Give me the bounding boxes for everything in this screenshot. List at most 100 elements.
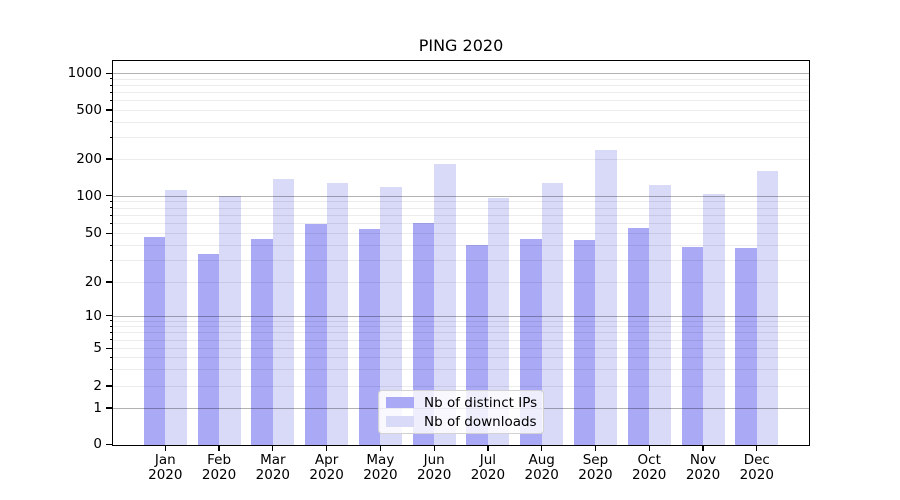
x-axis-tick-label: Mar 2020: [243, 453, 303, 483]
gridline-minor: [113, 92, 809, 94]
gridline-minor: [113, 260, 809, 262]
x-axis-tick: [541, 445, 543, 451]
y-axis-minor-tick: [109, 232, 113, 234]
y-axis-minor-tick: [109, 109, 113, 111]
gridline-minor: [113, 326, 809, 328]
gridline-minor: [113, 348, 809, 350]
y-axis-minor-tick: [109, 339, 113, 341]
x-axis-tick: [218, 445, 220, 451]
x-axis-tick-label-line: Jun: [423, 452, 445, 468]
legend-row-downloads: Nb of downloads: [386, 413, 537, 430]
y-axis-minor-tick: [109, 347, 113, 349]
x-axis-tick-label-line: 2020: [470, 467, 506, 483]
gridline-minor: [113, 110, 809, 111]
y-axis-minor-tick: [109, 207, 113, 209]
y-axis-tick-label: 100: [76, 187, 102, 204]
gridline-major: [113, 73, 809, 75]
y-axis-tick-label: 1: [93, 400, 102, 416]
bar-downloads: [380, 187, 402, 445]
x-axis-tick: [702, 445, 704, 451]
x-axis-tick-label: Nov 2020: [673, 453, 733, 483]
legend-swatch-distinct-ips: [386, 397, 414, 408]
gridline-minor: [113, 357, 809, 359]
x-axis-tick: [648, 445, 650, 451]
y-axis-minor-tick: [109, 99, 113, 101]
y-axis-minor-tick: [109, 78, 113, 80]
x-axis-tick-label-line: Jul: [479, 452, 497, 468]
x-axis-tick-label: Aug 2020: [512, 453, 572, 483]
gridline-minor: [113, 159, 809, 160]
x-axis-tick-label-line: Sep: [582, 452, 609, 468]
gridline-minor: [113, 233, 809, 235]
bar-distinct-ips: [735, 247, 757, 445]
y-axis-minor-tick: [109, 91, 113, 93]
y-axis-tick-label: 5: [93, 340, 102, 357]
gridline-minor: [113, 100, 809, 102]
bar-downloads: [326, 182, 349, 445]
y-axis-tick: [106, 315, 113, 317]
x-axis-tick-label-line: Aug: [528, 452, 555, 468]
x-axis-tick-label-line: Jan: [154, 452, 176, 468]
x-axis-tick-label-line: Nov: [689, 452, 717, 468]
y-axis-minor-tick: [109, 244, 113, 246]
x-axis-tick-label: Dec 2020: [727, 453, 787, 483]
x-axis-tick-label-line: Oct: [637, 452, 661, 468]
gridline-minor: [113, 339, 809, 341]
y-axis-minor-tick: [109, 356, 113, 358]
x-axis-tick-label-line: 2020: [632, 467, 667, 483]
x-axis-tick: [379, 445, 381, 451]
bar-distinct-ips: [251, 238, 273, 445]
y-axis-tick: [106, 443, 113, 445]
bar-distinct-ips: [627, 228, 650, 445]
y-axis-tick: [106, 72, 113, 74]
bar-downloads: [434, 163, 456, 445]
bar-downloads: [595, 149, 617, 445]
y-axis-minor-tick: [109, 121, 113, 123]
bar-distinct-ips: [143, 236, 166, 445]
gridline-minor: [113, 121, 809, 123]
bar-distinct-ips: [412, 223, 435, 445]
bar-distinct-ips: [305, 224, 327, 445]
gridline-minor: [113, 201, 809, 203]
bar-downloads: [756, 170, 779, 445]
bar-distinct-ips: [573, 240, 596, 445]
x-axis-tick-label: Sep 2020: [565, 453, 625, 483]
y-axis-minor-tick: [109, 222, 113, 224]
x-axis-tick-label: Jan 2020: [135, 453, 195, 483]
y-axis-minor-tick: [109, 136, 113, 138]
bar-downloads: [165, 189, 187, 445]
legend-label-downloads: Nb of downloads: [424, 413, 537, 430]
y-axis-minor-tick: [109, 320, 113, 322]
y-axis-minor-tick: [109, 325, 113, 327]
y-axis-tick: [106, 195, 113, 197]
y-axis-tick-label: 500: [76, 102, 102, 118]
y-axis-minor-tick: [109, 259, 113, 261]
bar-distinct-ips: [358, 229, 381, 445]
bar-distinct-ips: [197, 253, 220, 445]
legend-label-distinct-ips: Nb of distinct IPs: [424, 394, 538, 411]
x-axis-tick: [594, 445, 597, 451]
y-axis-tick-label: 20: [84, 274, 102, 290]
x-axis-tick-label-line: 2020: [524, 467, 559, 483]
grid-layer: [113, 61, 809, 445]
bar-downloads: [219, 195, 241, 445]
gridline-minor: [113, 332, 809, 334]
gridline-minor: [113, 320, 809, 322]
x-axis-tick-label-line: Mar: [260, 452, 286, 468]
bar-distinct-ips: [681, 246, 703, 445]
x-axis-tick-label-line: Dec: [743, 452, 770, 468]
x-axis-tick-label: May 2020: [350, 453, 410, 483]
bar-downloads: [272, 179, 295, 445]
x-axis-tick-label-line: May: [366, 452, 395, 468]
y-axis-minor-tick: [109, 281, 113, 283]
bar-downloads: [541, 183, 564, 445]
x-axis-tick: [487, 445, 489, 451]
gridline-minor: [113, 85, 809, 87]
legend: Nb of distinct IPs Nb of downloads: [378, 390, 544, 434]
y-axis-tick-label: 50: [84, 225, 102, 242]
x-axis-tick-label: Feb 2020: [189, 453, 249, 483]
gridline-major: [113, 195, 809, 197]
x-axis-tick-label-line: 2020: [201, 467, 237, 483]
y-axis-minor-tick: [109, 84, 113, 86]
x-axis-tick: [164, 445, 166, 451]
